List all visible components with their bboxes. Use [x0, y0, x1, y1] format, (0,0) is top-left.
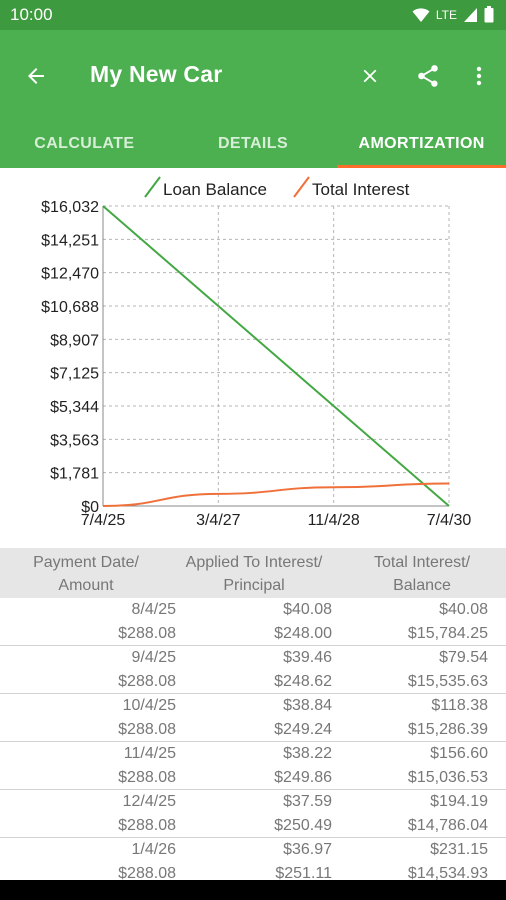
interest-applied: $36.97 — [283, 841, 332, 858]
close-icon — [363, 69, 377, 83]
table-row: 9/4/25 $39.46 $79.54 $288.08 $248.62 $15… — [0, 646, 506, 694]
series-line-loan-balance — [102, 205, 450, 507]
status-icons: LTE — [412, 6, 494, 23]
tab-amortization[interactable]: AMORTIZATION — [337, 120, 506, 168]
battery-icon — [484, 6, 494, 23]
share-button[interactable] — [410, 58, 446, 94]
interest-applied: $38.84 — [283, 697, 332, 714]
app-bar: My New Car — [0, 30, 506, 120]
y-tick-label: $12,470 — [41, 266, 99, 283]
principal-applied: $248.62 — [274, 673, 332, 690]
tab-bar: CALCULATE DETAILS AMORTIZATION — [0, 120, 506, 168]
total-interest: $79.54 — [439, 649, 488, 666]
payment-amount: $288.08 — [118, 673, 176, 690]
total-interest: $40.08 — [439, 601, 488, 618]
y-tick-label: $5,344 — [50, 399, 99, 416]
payment-date: 8/4/25 — [131, 601, 176, 618]
x-tick-label: 7/4/25 — [81, 512, 126, 529]
close-button[interactable] — [352, 58, 388, 94]
status-bar: 10:00 LTE — [0, 0, 506, 30]
principal-applied: $249.86 — [274, 769, 332, 786]
principal-applied: $249.24 — [274, 721, 332, 738]
balance: $15,036.53 — [407, 769, 488, 786]
series-line-total-interest — [102, 482, 450, 507]
payment-date: 10/4/25 — [122, 697, 176, 714]
signal-icon — [464, 7, 477, 22]
total-interest: $231.15 — [430, 841, 488, 858]
total-interest: $118.38 — [431, 697, 488, 714]
table-row: 12/4/25 $37.59 $194.19 $288.08 $250.49 $… — [0, 790, 506, 838]
header-label: Total Interest/ — [373, 554, 471, 571]
legend-label: Total Interest — [312, 180, 410, 199]
y-tick-label: $10,688 — [41, 299, 99, 316]
principal-applied: $248.00 — [274, 625, 332, 642]
principal-applied: $250.49 — [274, 817, 332, 834]
header-total-interest: Total Interest/ Balance — [340, 551, 504, 597]
legend-swatch — [144, 176, 161, 198]
y-tick-label: $1,781 — [50, 466, 99, 483]
y-tick-label: $7,125 — [50, 366, 99, 383]
payment-list[interactable]: 8/4/25 $40.08 $40.08 $288.08 $248.00 $15… — [0, 598, 506, 880]
arrow-back-icon — [28, 68, 44, 84]
network-type: LTE — [435, 7, 457, 22]
balance: $14,534.93 — [407, 865, 488, 880]
y-tick-label: $0 — [81, 499, 99, 516]
total-interest: $156.60 — [430, 745, 488, 762]
payment-date: 11/4/25 — [123, 745, 176, 762]
more-vert-icon — [476, 66, 482, 86]
payment-date: 9/4/25 — [131, 649, 176, 666]
tab-details[interactable]: DETAILS — [217, 135, 289, 152]
amortization-chart: $16,032 $14,251 $12,470 $10,688 $8,907 $7,125… — [0, 168, 506, 548]
y-tick-label: $14,251 — [41, 232, 99, 249]
table-row: 1/4/26 $36.97 $231.15 $288.08 $251.11 $1… — [0, 838, 506, 880]
status-time: 10:00 — [10, 5, 53, 24]
y-tick-label: $16,032 — [41, 199, 99, 216]
interest-applied: $40.08 — [283, 601, 332, 618]
wifi-icon — [412, 7, 430, 22]
back-button[interactable] — [18, 58, 54, 94]
principal-applied: $251.11 — [275, 865, 332, 880]
balance: $14,786.04 — [407, 817, 488, 834]
interest-applied: $38.22 — [283, 745, 332, 762]
header-applied-to-interest: Applied To Interest/ Principal — [166, 551, 342, 597]
share-icon — [418, 65, 438, 87]
header-label: Applied To Interest/ — [185, 554, 323, 571]
legend-label: Loan Balance — [163, 180, 267, 199]
total-interest: $194.19 — [430, 793, 488, 810]
balance: $15,535.63 — [407, 673, 488, 690]
table-row: 10/4/25 $38.84 $118.38 $288.08 $249.24 $… — [0, 694, 506, 742]
interest-applied: $37.59 — [283, 793, 332, 810]
payment-amount: $288.08 — [118, 817, 176, 834]
interest-applied: $39.46 — [283, 649, 332, 666]
chart-svg: $16,032 $14,251 $12,470 $10,688 $8,907 $7,125… — [41, 176, 472, 529]
tab-calculate[interactable]: CALCULATE — [34, 135, 135, 152]
payment-date: 1/4/26 — [131, 841, 176, 858]
payment-amount: $288.08 — [118, 769, 176, 786]
table-row: 8/4/25 $40.08 $40.08 $288.08 $248.00 $15… — [0, 598, 506, 646]
y-tick-label: $3,563 — [50, 432, 99, 449]
balance: $15,286.39 — [407, 721, 488, 738]
payment-date: 12/4/25 — [122, 793, 176, 810]
more-options-button[interactable] — [464, 58, 494, 94]
header-label: Amount — [58, 577, 114, 594]
x-tick-label: 11/4/28 — [308, 512, 360, 529]
table-header: Payment Date/ Amount Applied To Interest… — [0, 548, 506, 598]
y-tick-label: $8,907 — [50, 332, 99, 349]
header-payment-date: Payment Date/ Amount — [8, 551, 164, 597]
balance: $15,784.25 — [407, 625, 488, 642]
page-title: My New Car — [90, 61, 223, 87]
header-label: Principal — [223, 577, 285, 594]
x-tick-label: 7/4/30 — [427, 512, 472, 529]
x-tick-label: 3/4/27 — [196, 512, 241, 529]
header-label: Payment Date/ — [33, 554, 139, 571]
payment-amount: $288.08 — [118, 625, 176, 642]
payment-amount: $288.08 — [118, 721, 176, 738]
system-nav-bar — [0, 880, 506, 900]
header-label: Balance — [393, 577, 451, 594]
payment-amount: $288.08 — [118, 865, 176, 880]
legend-swatch — [293, 176, 310, 198]
table-row: 11/4/25 $38.22 $156.60 $288.08 $249.86 $… — [0, 742, 506, 790]
